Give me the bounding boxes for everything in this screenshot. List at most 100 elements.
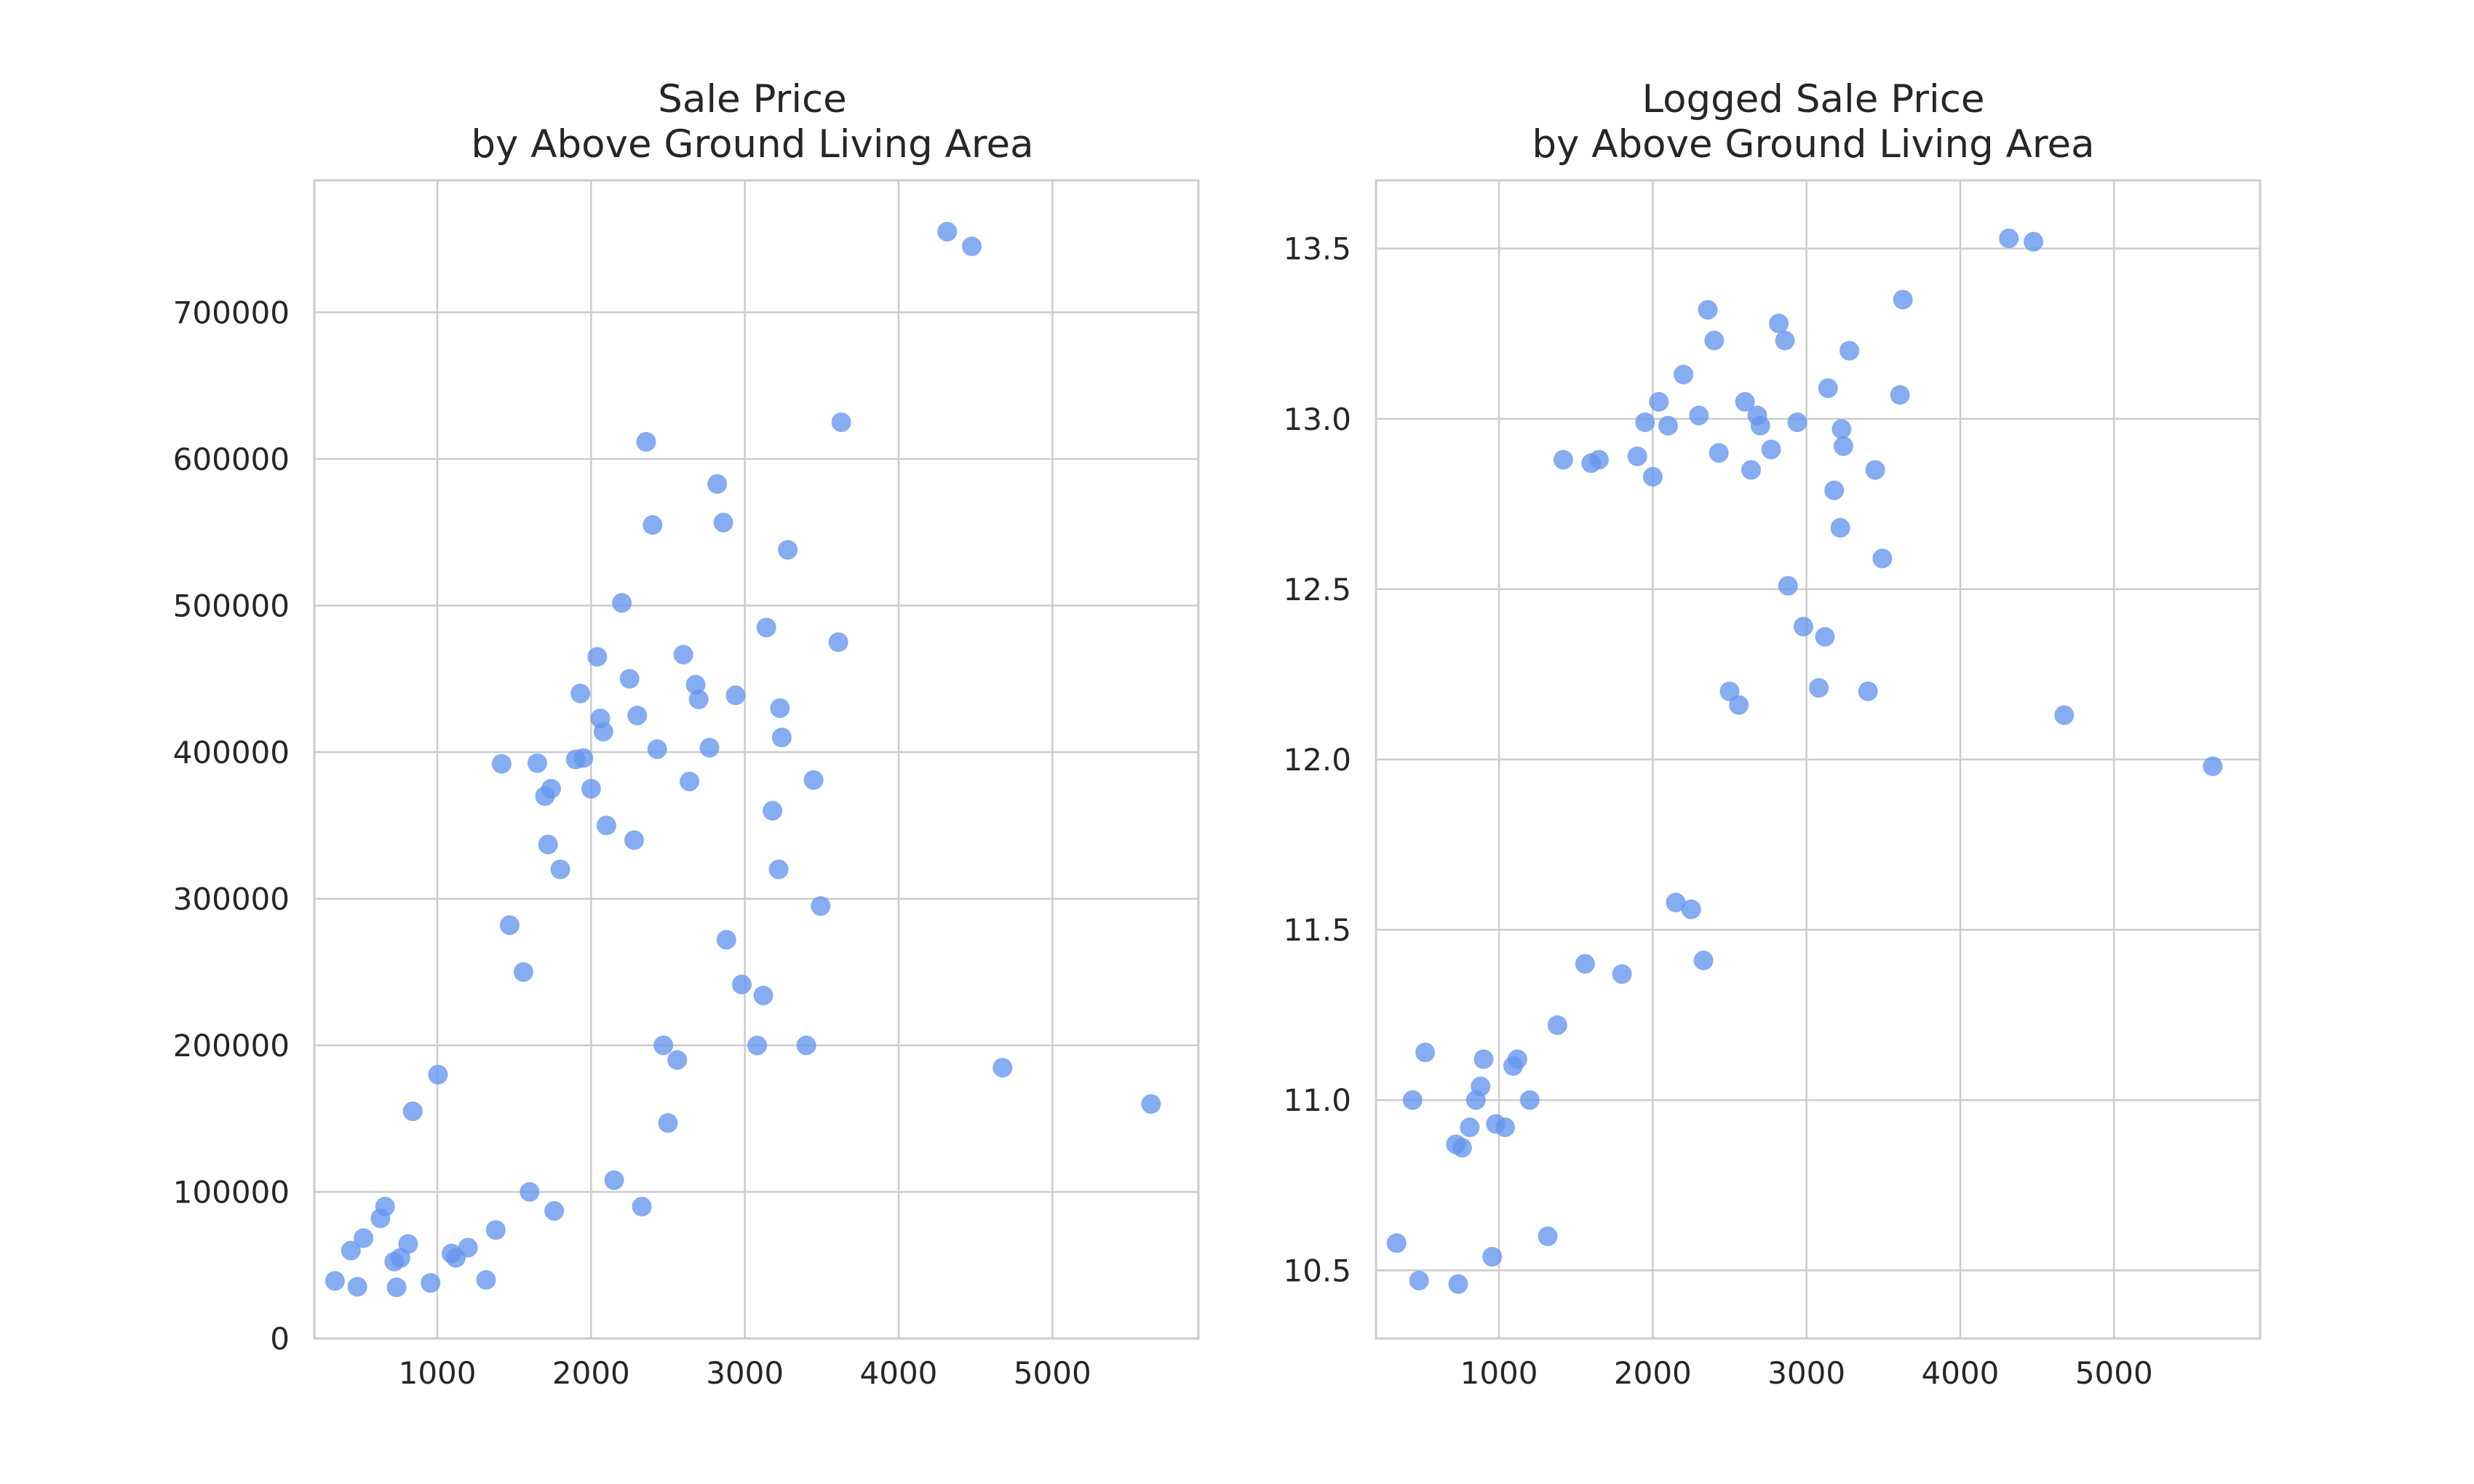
scatter-point — [1460, 1117, 1480, 1138]
y-axis-tick-labels: 0 100000 200000 300000 400000 500000 600000 700… — [173, 295, 290, 1357]
scatter-point — [763, 800, 783, 821]
scatter-point — [803, 770, 824, 790]
scatter-point — [1402, 1090, 1423, 1110]
scatter-point — [1693, 950, 1714, 970]
scatter-point — [527, 753, 547, 773]
scatter-point — [632, 1197, 652, 1217]
scatter-point — [1735, 391, 1755, 412]
scatter-point — [1858, 681, 1878, 701]
chart-title-line-2: by Above Ground Living Area — [1532, 122, 2094, 167]
y-tick-label: 13.5 — [1283, 231, 1351, 267]
scatter-point — [1409, 1270, 1429, 1291]
scatter-point — [756, 618, 776, 638]
scatter-point — [421, 1273, 441, 1293]
scatter-point — [573, 748, 594, 768]
scatter-point — [1538, 1226, 1558, 1247]
scatter-point — [828, 632, 848, 653]
scatter-point — [1787, 412, 1807, 433]
y-tick-label: 13.0 — [1283, 402, 1351, 437]
y-tick-label: 12.5 — [1283, 572, 1351, 607]
y-tick-label: 10.5 — [1283, 1253, 1351, 1288]
scatter-point — [1769, 314, 1789, 334]
scatter-point — [1778, 575, 1798, 596]
x-tick-label: 4000 — [1922, 1355, 2000, 1391]
scatter-point — [713, 512, 733, 532]
scatter-point — [1831, 419, 1852, 439]
scatter-point — [398, 1234, 418, 1254]
scatter-point — [1547, 1015, 1567, 1035]
scatter-point — [1674, 364, 1694, 385]
scatter-point — [1719, 681, 1740, 701]
y-tick-label: 200000 — [173, 1028, 290, 1064]
scatter-point — [937, 221, 958, 242]
scatter-point — [624, 830, 645, 850]
scatter-point — [1750, 415, 1770, 436]
y-tick-label: 0 — [270, 1321, 290, 1357]
scatter-point — [612, 593, 632, 613]
scatter-point — [643, 514, 663, 535]
x-tick-label: 5000 — [1014, 1355, 1091, 1391]
scatter-point — [1588, 450, 1609, 470]
x-tick-label: 1000 — [399, 1355, 477, 1391]
scatter-point — [1761, 439, 1781, 460]
scatter-point — [673, 645, 693, 665]
scatter-point — [688, 689, 709, 709]
scatter-point — [647, 739, 667, 759]
scatter-point — [1893, 290, 1913, 310]
x-axis-tick-labels: 1000 2000 3000 4000 5000 — [1460, 1355, 2153, 1391]
scatter-point — [538, 834, 558, 855]
scatter-point — [428, 1064, 448, 1085]
scatter-point — [581, 778, 601, 799]
scatter-point — [811, 895, 831, 917]
scatter-point — [1141, 1093, 1161, 1114]
scatter-point — [1741, 460, 1762, 480]
scatter-point — [1649, 391, 1669, 412]
scatter-point — [796, 1035, 816, 1056]
scatter-point — [520, 1181, 540, 1202]
y-tick-label: 12.0 — [1283, 742, 1351, 778]
scatter-point — [499, 915, 520, 936]
scatter-point — [513, 962, 533, 982]
scatter-point — [402, 1101, 423, 1122]
scatter-point — [1658, 415, 1679, 436]
plot-area-frame — [1375, 179, 2262, 1340]
x-tick-label: 3000 — [706, 1355, 784, 1391]
scatter-point — [747, 1035, 768, 1056]
scatter-point — [354, 1228, 374, 1248]
x-axis-tick-labels: 1000 2000 3000 4000 5000 — [399, 1355, 1091, 1391]
scatter-point — [541, 778, 562, 799]
chart-sale-price: Sale Price by Above Ground Living Area 1… — [173, 77, 1200, 1391]
scatter-point — [1681, 899, 1701, 919]
scatter-point — [716, 930, 736, 950]
scatter-point — [1495, 1117, 1516, 1138]
scatter-point — [596, 815, 617, 836]
scatter-point — [2203, 756, 2223, 776]
scatter-point — [341, 1240, 361, 1261]
scatter-point — [1575, 954, 1595, 974]
x-tick-label: 2000 — [552, 1355, 630, 1391]
scatter-point — [653, 1035, 674, 1056]
scatter-point — [1999, 228, 2019, 249]
scatter-point — [699, 738, 720, 758]
scatter-point — [619, 669, 640, 689]
chart-title-line-1: Sale Price — [658, 77, 847, 121]
scatter-point — [544, 1201, 565, 1221]
scatter-point — [1507, 1049, 1527, 1069]
scatter-point — [550, 859, 570, 879]
scatter-point — [1808, 678, 1829, 698]
scatter-point — [627, 705, 648, 726]
scatter-point — [1627, 446, 1647, 466]
scatter-point — [485, 1220, 506, 1240]
scatter-point — [725, 685, 746, 706]
scatter-point — [993, 1058, 1013, 1078]
scatter-point — [636, 431, 656, 452]
y-tick-label: 11.5 — [1283, 912, 1351, 948]
scatter-point — [1890, 385, 1910, 405]
scatter-point — [1386, 1233, 1407, 1253]
scatter-point — [2054, 705, 2075, 725]
scatter-point — [1642, 466, 1663, 487]
scatter-point — [707, 474, 728, 494]
x-tick-label: 4000 — [860, 1355, 938, 1391]
y-tick-label: 600000 — [173, 442, 290, 477]
